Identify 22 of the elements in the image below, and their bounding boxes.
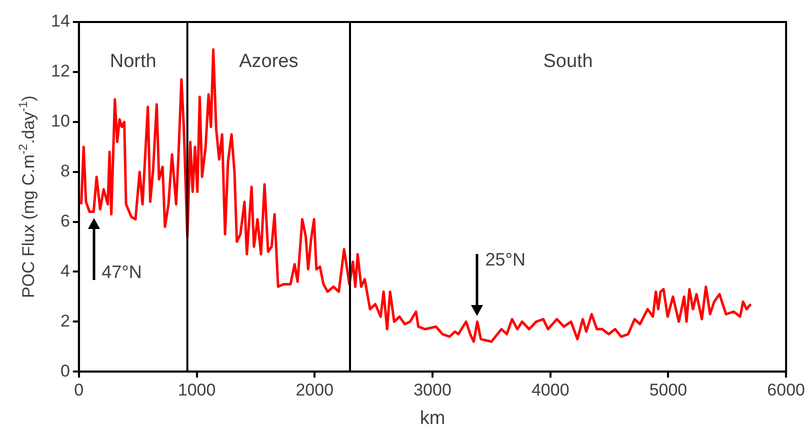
x-tick-label: 0 — [74, 380, 84, 400]
x-tick-label: 2000 — [296, 380, 334, 400]
x-tick-label: 3000 — [414, 380, 452, 400]
y-tick-label: 14 — [50, 12, 70, 31]
y-tick-label: 6 — [60, 211, 70, 230]
y-tick-label: 10 — [50, 112, 70, 131]
y-tick-label: 8 — [60, 162, 70, 181]
x-axis-title: km — [420, 408, 446, 429]
y-tick-label: 4 — [60, 261, 70, 280]
y-tick-label: 12 — [50, 62, 70, 81]
y-tick-label: 0 — [60, 361, 70, 380]
y-tick-label: 2 — [60, 311, 70, 330]
x-tick-label: 1000 — [178, 380, 216, 400]
x-tick-label: 6000 — [767, 380, 806, 400]
annotation: South — [543, 51, 593, 72]
annotation: North — [110, 51, 156, 72]
y-axis-title: POC Flux (mg C.m-2.day-1) — [16, 96, 38, 298]
x-tick-label: 4000 — [531, 380, 570, 400]
annotation: Azores — [239, 51, 298, 72]
annotation: 25°N — [485, 250, 526, 270]
annotation: 47°N — [102, 262, 142, 282]
x-tick-label: 5000 — [649, 380, 688, 400]
